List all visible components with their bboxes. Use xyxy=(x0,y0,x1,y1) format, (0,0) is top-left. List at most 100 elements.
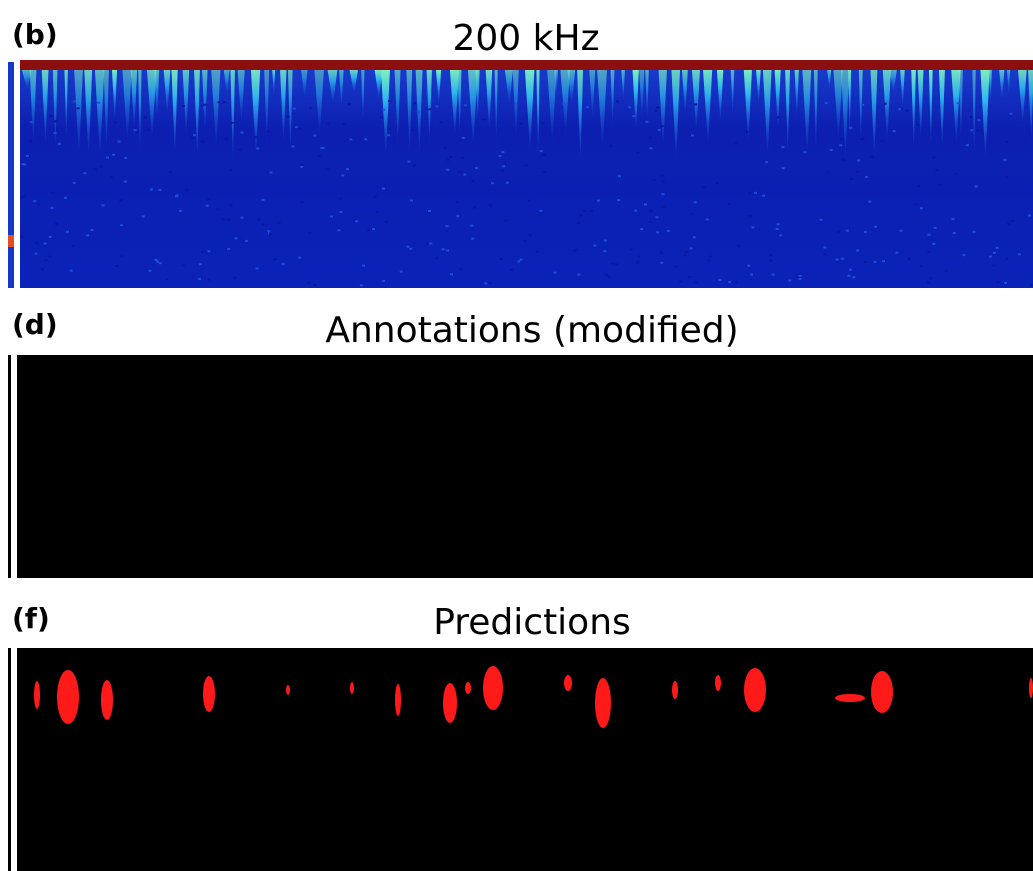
echo-noise xyxy=(192,134,196,137)
echo-noise xyxy=(21,163,25,165)
echo-streak xyxy=(485,70,493,133)
echo-streak xyxy=(467,70,478,148)
echo-noise xyxy=(484,282,488,285)
echo-noise xyxy=(156,260,159,263)
echo-noise xyxy=(841,257,845,260)
echo-noise xyxy=(648,136,652,139)
echo-noise xyxy=(455,200,459,203)
echo-noise xyxy=(835,258,839,261)
prediction-blob xyxy=(595,678,611,728)
echo-noise xyxy=(168,171,172,174)
echo-noise xyxy=(473,206,476,209)
echo-streak xyxy=(64,70,68,143)
echo-noise xyxy=(988,255,992,258)
echo-noise xyxy=(708,255,712,258)
echo-noise xyxy=(874,225,878,228)
echo-noise xyxy=(458,170,462,173)
echo-noise xyxy=(203,103,207,106)
echo-streak xyxy=(917,70,924,142)
echo-noise xyxy=(326,122,330,125)
echo-noise xyxy=(848,268,852,271)
echo-noise xyxy=(873,260,877,263)
echo-noise xyxy=(399,270,403,273)
prediction-blob xyxy=(672,681,678,699)
echo-noise xyxy=(205,204,209,207)
echo-streak xyxy=(632,70,639,132)
echo-noise xyxy=(373,195,377,198)
echo-noise xyxy=(649,221,653,224)
echo-streak xyxy=(272,70,276,96)
prediction-blob xyxy=(57,670,79,724)
echo-noise xyxy=(225,137,229,140)
echo-noise xyxy=(596,199,600,202)
echo-noise xyxy=(198,263,202,266)
echo-noise xyxy=(1004,281,1007,284)
echo-noise xyxy=(823,246,827,249)
echo-streak xyxy=(951,70,961,145)
echo-noise xyxy=(406,245,410,248)
echo-noise xyxy=(190,137,194,139)
echo-noise xyxy=(482,118,486,121)
echo-noise xyxy=(590,209,593,212)
echo-noise xyxy=(929,277,933,280)
echo-noise xyxy=(1017,253,1021,256)
echo-noise xyxy=(229,204,233,207)
echo-noise xyxy=(342,123,346,125)
echo-noise xyxy=(823,253,827,256)
echo-noise xyxy=(489,204,493,207)
echo-noise xyxy=(240,216,244,219)
echo-noise xyxy=(690,212,694,215)
echo-noise xyxy=(143,116,147,119)
echo-noise xyxy=(461,136,465,139)
echo-noise xyxy=(382,280,386,282)
echo-noise xyxy=(326,168,330,171)
echo-streak xyxy=(610,70,615,129)
echo-noise xyxy=(201,251,205,253)
echo-noise xyxy=(824,102,828,105)
echo-noise xyxy=(115,265,119,267)
echo-noise xyxy=(927,281,930,284)
surface-line xyxy=(20,60,1033,70)
echo-noise xyxy=(652,179,656,182)
echo-noise xyxy=(944,269,948,272)
echo-noise xyxy=(307,281,311,284)
echo-noise xyxy=(445,229,449,232)
echo-noise xyxy=(868,200,872,203)
echo-streak xyxy=(841,70,850,162)
echo-streak xyxy=(374,70,383,100)
echo-noise xyxy=(845,229,849,232)
echo-noise xyxy=(313,134,317,137)
echo-noise xyxy=(364,138,368,141)
echo-noise xyxy=(446,158,450,161)
echo-noise xyxy=(707,259,711,262)
echo-streak xyxy=(577,70,584,165)
echo-noise xyxy=(345,168,349,171)
echo-noise xyxy=(54,222,58,225)
echo-noise xyxy=(932,242,936,245)
echo-noise xyxy=(628,106,632,109)
echo-noise xyxy=(776,116,780,119)
prediction-blob xyxy=(564,675,572,691)
echo-noise xyxy=(690,134,694,137)
echo-streak xyxy=(280,70,287,146)
echo-noise xyxy=(539,209,543,212)
echo-noise xyxy=(106,156,109,159)
echo-noise xyxy=(765,161,769,164)
echo-streak xyxy=(762,70,772,159)
echo-noise xyxy=(692,236,696,239)
echo-streak xyxy=(900,70,905,109)
echo-noise xyxy=(120,224,123,227)
echo-noise xyxy=(919,264,923,267)
echo-noise xyxy=(459,268,463,271)
echo-noise xyxy=(1005,176,1009,179)
echo-noise xyxy=(542,171,546,173)
echo-streak xyxy=(74,70,83,160)
echo-noise xyxy=(20,235,24,238)
echo-noise xyxy=(737,244,741,247)
echo-streak xyxy=(988,70,992,105)
echo-noise xyxy=(970,129,974,132)
echo-noise xyxy=(459,139,462,142)
echo-streak xyxy=(524,70,535,152)
echo-noise xyxy=(573,249,576,252)
echo-noise xyxy=(441,248,445,251)
